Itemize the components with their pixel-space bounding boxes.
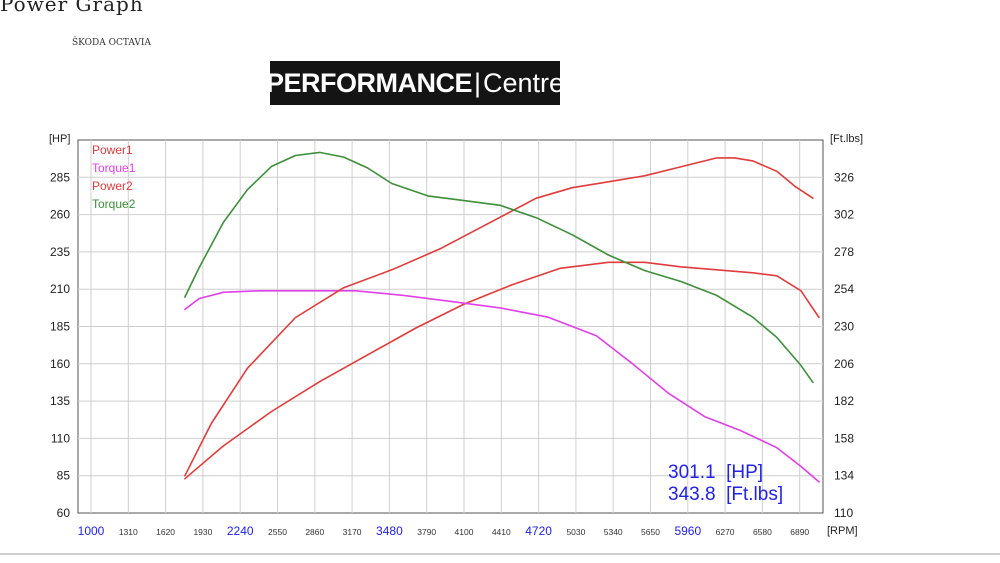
x-tick-label: 6890 (790, 527, 809, 537)
x-tick-label: 5340 (604, 527, 623, 537)
y-tick-label: 85 (57, 469, 71, 483)
y-tick-label: 110 (51, 431, 70, 445)
peak-torque-unit: [Ft.lbs] (726, 484, 784, 505)
x-tick-label: 3790 (417, 527, 436, 537)
x-tick-label: 4410 (492, 527, 511, 537)
bottom-divider (0, 553, 1000, 555)
y2-tick-label: 158 (834, 431, 854, 445)
x-tick-label: 6580 (753, 527, 772, 537)
y2-tick-label: 326 (834, 170, 854, 184)
peak-hp-unit: [HP] (726, 462, 764, 483)
y2-tick-label: 110 (834, 506, 853, 520)
y-tick-label: 60 (57, 506, 71, 520)
x-tick-label: 1000 (78, 524, 105, 538)
y2-tick-label: 254 (834, 282, 854, 296)
legend-entry: Power2 (92, 179, 133, 193)
series-line (184, 289, 820, 483)
peak-hp-value: 301.1 (668, 462, 716, 483)
series-line (184, 151, 814, 384)
x-tick-label: 2550 (268, 527, 287, 537)
y-tick-label: 260 (50, 208, 70, 222)
y2-tick-label: 182 (834, 394, 854, 408)
car-model-label: ŠKODA OCTAVIA (72, 38, 151, 48)
x-tick-label: 4720 (525, 524, 552, 538)
x-tick-label: 3170 (343, 527, 362, 537)
y-tick-label: 160 (50, 357, 70, 371)
y-tick-label: 210 (50, 282, 70, 296)
peak-torque-value: 343.8 (668, 484, 716, 505)
y2-tick-label: 206 (834, 357, 854, 371)
x-tick-label: 1620 (156, 527, 175, 537)
x-tick-label: 1310 (119, 527, 138, 537)
x-tick-label: 5960 (674, 524, 701, 538)
x-tick-label: 1930 (193, 527, 212, 537)
x-tick-label: 5650 (641, 527, 660, 537)
legend-entry: Torque2 (92, 197, 136, 211)
peak-torque-readout: 343.8 [Ft.lbs] (668, 484, 783, 506)
y-tick-label: 285 (50, 170, 70, 184)
performance-centre-logo: PERFORMANCE | Centre (266, 61, 564, 105)
y2-tick-label: 302 (834, 208, 854, 222)
peak-hp-readout: 301.1 [HP] (668, 462, 763, 484)
series-line (184, 261, 820, 480)
y2-tick-label: 230 (834, 320, 854, 334)
y-tick-label: 135 (50, 394, 70, 408)
x-tick-label: 3480 (376, 524, 403, 538)
x-tick-label: 4100 (455, 527, 474, 537)
y-tick-label: 235 (50, 245, 70, 259)
right-axis-unit: [Ft.lbs] (830, 133, 864, 145)
x-tick-label: 6270 (716, 527, 735, 537)
page-title: Power Graph (0, 0, 144, 16)
x-axis-unit: [RPM] (827, 525, 858, 537)
logo-separator: | (473, 67, 481, 98)
logo-text-light: Centre (483, 67, 565, 98)
logo-text-bold: PERFORMANCE (265, 67, 473, 98)
x-tick-label: 5030 (566, 527, 585, 537)
y2-tick-label: 278 (834, 245, 854, 259)
left-axis-unit: [HP] (49, 133, 71, 145)
series-line (184, 157, 814, 477)
legend-entry: Torque1 (92, 161, 136, 175)
x-tick-label: 2240 (227, 524, 254, 538)
y2-tick-label: 134 (834, 469, 854, 483)
x-tick-label: 2860 (305, 527, 324, 537)
legend-entry: Power1 (92, 143, 133, 157)
y-tick-label: 185 (50, 320, 70, 334)
